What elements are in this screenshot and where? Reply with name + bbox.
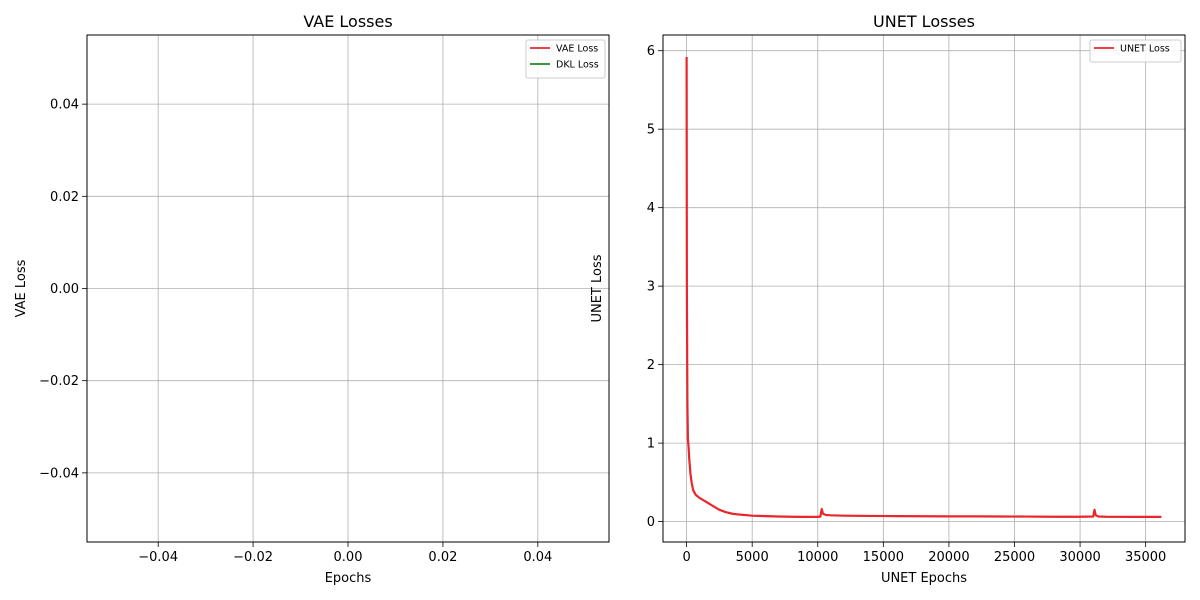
unet-x-axis-label: UNET Epochs xyxy=(881,571,967,586)
vae-x-ticks: −0.04 −0.02 0.00 0.02 0.04 xyxy=(138,542,552,565)
vae-losses-panel: −0.04 −0.02 0.00 0.02 0.04 −0.04 −0.02 0.00 0.0… xyxy=(14,12,610,586)
y-tick-label: −0.04 xyxy=(39,466,79,481)
legend-label: VAE Loss xyxy=(556,44,598,55)
unet-legend: UNET Loss xyxy=(1089,39,1182,63)
legend-label: UNET Loss xyxy=(1120,44,1170,55)
vae-grid xyxy=(87,35,609,542)
x-tick-label: 10000 xyxy=(797,550,838,565)
unet-losses-panel: 0 5000 10000 15000 20000 25000 30000 35000 0 1 2 3… xyxy=(590,12,1186,586)
x-tick-label: 5000 xyxy=(736,550,769,565)
y-tick-label: 6 xyxy=(647,44,655,59)
vae-legend: VAE Loss DKL Loss xyxy=(525,39,606,79)
x-tick-label: 20000 xyxy=(928,550,969,565)
unet-grid xyxy=(663,35,1185,542)
y-tick-label: 4 xyxy=(647,201,655,216)
y-tick-label: 5 xyxy=(647,123,655,138)
unet-x-ticks: 0 5000 10000 15000 20000 25000 30000 35000 xyxy=(682,542,1166,565)
vae-chart-title: VAE Losses xyxy=(303,12,392,31)
x-tick-label: −0.04 xyxy=(138,550,178,565)
y-tick-label: 0.02 xyxy=(50,190,79,205)
y-tick-label: 1 xyxy=(647,437,655,452)
unet-series xyxy=(685,56,1162,518)
x-tick-label: 15000 xyxy=(863,550,904,565)
y-tick-label: −0.02 xyxy=(39,374,79,389)
x-tick-label: 0.00 xyxy=(334,550,363,565)
x-tick-label: 0 xyxy=(682,550,690,565)
unet-chart-title: UNET Losses xyxy=(873,12,975,31)
x-tick-label: 0.04 xyxy=(523,550,552,565)
unet-axes-frame xyxy=(662,34,1186,543)
y-tick-label: 0.04 xyxy=(50,98,79,113)
vae-y-axis-label: VAE Loss xyxy=(14,259,29,317)
legend-box xyxy=(525,39,606,79)
x-tick-label: −0.02 xyxy=(233,550,273,565)
legend-box xyxy=(1089,39,1182,63)
vae-y-ticks: −0.04 −0.02 0.00 0.02 0.04 xyxy=(39,98,87,481)
vae-x-axis-label: Epochs xyxy=(325,571,372,586)
x-tick-label: 30000 xyxy=(1059,550,1100,565)
unet-y-ticks: 0 1 2 3 4 5 6 xyxy=(647,44,663,530)
unet-y-axis-label: UNET Loss xyxy=(590,254,605,322)
series-line-0 xyxy=(685,56,1162,518)
y-tick-label: 0.00 xyxy=(50,282,79,297)
legend-label: DKL Loss xyxy=(556,60,599,71)
y-tick-label: 2 xyxy=(647,358,655,373)
x-tick-label: 25000 xyxy=(994,550,1035,565)
x-tick-label: 35000 xyxy=(1125,550,1166,565)
y-tick-label: 3 xyxy=(647,280,655,295)
y-tick-label: 0 xyxy=(647,515,655,530)
x-tick-label: 0.02 xyxy=(428,550,457,565)
